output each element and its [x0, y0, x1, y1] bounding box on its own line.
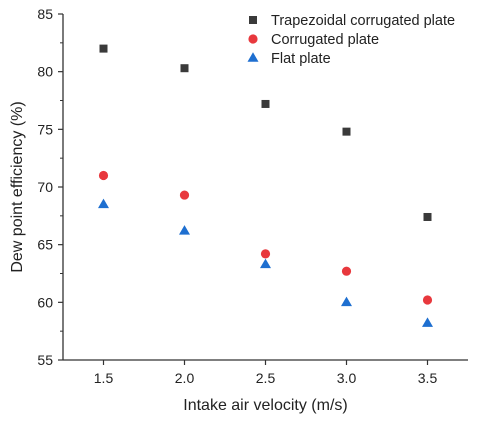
- data-point-corrugated: [260, 249, 271, 259]
- legend: Trapezoidal corrugated plate Corrugated p…: [247, 13, 455, 67]
- y-tick-label: 80: [37, 64, 53, 80]
- data-point-trapezoidal: [342, 127, 351, 136]
- data-point-flat: [422, 317, 433, 327]
- data-point-trapezoidal: [261, 99, 270, 108]
- data-points: [98, 44, 433, 327]
- tick-labels: 1.5 2.0 2.5 3.0 3.5 55 60 65 70 75 80 85: [37, 6, 437, 386]
- tick-marks: [58, 13, 429, 365]
- data-point-trapezoidal: [99, 44, 108, 53]
- y-tick-label: 65: [37, 237, 53, 253]
- data-point-flat: [179, 225, 190, 235]
- x-tick-label: 2.0: [175, 370, 195, 386]
- x-tick-label: 1.5: [94, 370, 114, 386]
- legend-label-flat: Flat plate: [271, 51, 331, 67]
- data-point-corrugated: [179, 190, 190, 200]
- y-tick-label: 70: [37, 179, 53, 195]
- data-point-corrugated: [98, 170, 109, 181]
- legend-marker-flat: [247, 52, 259, 62]
- x-axis-label: Intake air velocity (m/s): [183, 397, 347, 414]
- legend-marker-trapezoidal: [249, 16, 257, 24]
- data-point-trapezoidal: [180, 64, 189, 73]
- data-point-corrugated: [341, 266, 352, 276]
- y-tick-label: 75: [37, 121, 53, 137]
- legend-label-trapezoidal: Trapezoidal corrugated plate: [271, 13, 455, 29]
- legend-label-corrugated: Corrugated plate: [271, 32, 379, 48]
- x-tick-label: 3.0: [337, 370, 357, 386]
- axes: [62, 14, 468, 361]
- data-point-corrugated: [422, 295, 433, 305]
- data-point-trapezoidal: [423, 212, 432, 221]
- x-tick-label: 2.5: [256, 370, 276, 386]
- data-point-flat: [260, 258, 271, 269]
- data-point-flat: [341, 296, 352, 307]
- y-tick-label: 55: [37, 352, 53, 368]
- legend-marker-corrugated: [248, 34, 258, 44]
- y-tick-label: 60: [37, 294, 53, 310]
- data-point-flat: [98, 198, 109, 209]
- y-axis-label: Dew point efficiency (%): [9, 101, 26, 272]
- y-tick-label: 85: [37, 6, 53, 22]
- x-tick-label: 3.5: [418, 370, 438, 386]
